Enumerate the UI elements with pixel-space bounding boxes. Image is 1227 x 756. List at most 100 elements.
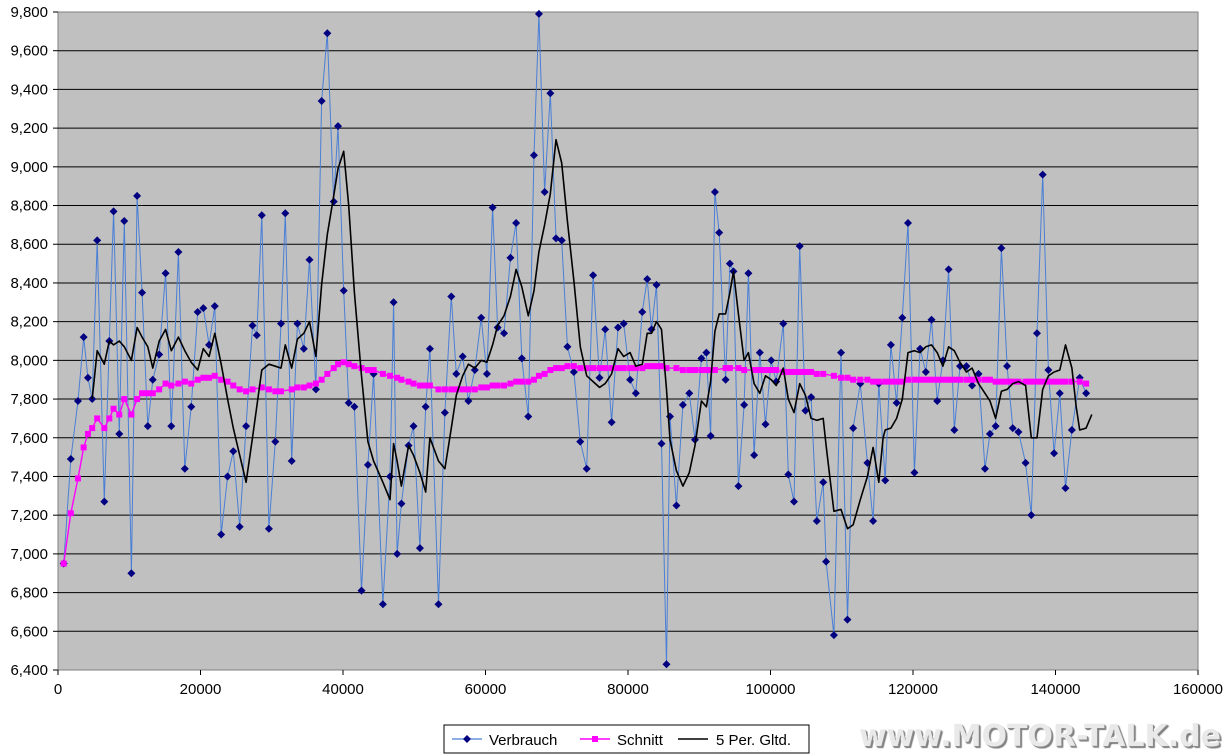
data-point-schnitt: [67, 510, 74, 517]
y-tick-label: 6,600: [10, 623, 48, 640]
data-point-verbrauch: [843, 615, 852, 624]
data-point-verbrauch: [1032, 329, 1041, 338]
data-point-schnitt: [416, 382, 423, 389]
data-point-schnitt: [249, 386, 256, 393]
data-point-schnitt: [288, 386, 295, 393]
data-point-verbrauch: [569, 367, 578, 376]
data-point-schnitt: [507, 380, 514, 387]
data-point-schnitt: [751, 367, 758, 374]
data-point-verbrauch: [767, 356, 776, 365]
data-point-verbrauch: [795, 242, 804, 251]
data-point-schnitt: [992, 378, 999, 385]
data-point-verbrauch: [235, 522, 244, 531]
watermark-logo: www.MOTOR-TALK.de: [858, 719, 1221, 754]
data-point-schnitt: [1045, 378, 1052, 385]
legend-verbrauch-diamond-icon: [463, 735, 471, 743]
data-point-schnitt: [236, 386, 243, 393]
data-point-verbrauch: [363, 460, 372, 469]
y-tick-label: 7,400: [10, 468, 48, 485]
data-point-verbrauch: [524, 412, 533, 421]
data-point-schnitt: [80, 444, 87, 451]
data-point-verbrauch: [199, 304, 208, 313]
y-tick-label: 7,800: [10, 391, 48, 408]
data-point-verbrauch: [66, 455, 75, 464]
series-verbrauch: [59, 9, 1091, 669]
data-point-verbrauch: [750, 451, 759, 460]
data-point-schnitt: [735, 365, 742, 372]
data-point-schnitt: [653, 363, 660, 370]
data-point-verbrauch: [652, 280, 661, 289]
data-point-verbrauch: [161, 269, 170, 278]
data-point-schnitt: [258, 384, 265, 391]
y-tick-label: 9,600: [10, 43, 48, 60]
data-point-verbrauch: [721, 375, 730, 384]
data-point-verbrauch: [323, 29, 332, 38]
y-tick-label: 8,000: [10, 352, 48, 369]
data-point-verbrauch: [678, 400, 687, 409]
data-point-schnitt: [882, 378, 889, 385]
data-point-schnitt: [335, 361, 342, 368]
data-point-verbrauch: [601, 325, 610, 334]
y-tick-label: 6,400: [10, 662, 48, 679]
data-point-schnitt: [608, 365, 615, 372]
y-tick-label: 7,200: [10, 507, 48, 524]
data-point-verbrauch: [79, 333, 88, 342]
data-point-verbrauch: [217, 530, 226, 539]
data-point-verbrauch: [933, 396, 942, 405]
data-point-schnitt: [513, 378, 520, 385]
data-point-schnitt: [875, 378, 882, 385]
legend-item-verbrauch: Verbrauch: [452, 732, 557, 749]
data-point-schnitt: [272, 388, 279, 395]
data-point-schnitt: [206, 374, 213, 381]
data-point-schnitt: [168, 382, 175, 389]
data-point-verbrauch: [252, 331, 261, 340]
data-point-schnitt: [1068, 378, 1075, 385]
data-point-verbrauch: [257, 211, 266, 220]
data-point-schnitt: [441, 386, 448, 393]
data-point-verbrauch: [210, 302, 219, 311]
y-tick-label: 9,400: [10, 81, 48, 98]
data-point-verbrauch: [657, 439, 666, 448]
data-point-schnitt: [934, 376, 941, 383]
data-point-verbrauch: [425, 344, 434, 353]
data-point-schnitt: [553, 365, 560, 372]
legend-item-schnitt: Schnitt: [580, 732, 664, 749]
data-point-verbrauch: [534, 9, 543, 18]
data-point-schnitt: [870, 378, 877, 385]
data-point-verbrauch: [706, 431, 715, 440]
data-point-schnitt: [300, 384, 307, 391]
data-point-verbrauch: [458, 352, 467, 361]
data-point-schnitt: [410, 380, 417, 387]
data-point-verbrauch: [1044, 366, 1053, 375]
x-tick-label: 20000: [180, 681, 222, 698]
y-axis: 6,400 6,600 6,800 7,000 7,200 7,400 7,600 7,800…: [10, 4, 58, 679]
data-point-schnitt: [306, 382, 313, 389]
data-point-schnitt: [200, 374, 207, 381]
data-point-schnitt: [324, 370, 331, 377]
data-point-schnitt: [928, 376, 935, 383]
data-point-verbrauch: [904, 218, 913, 227]
data-point-verbrauch: [305, 255, 314, 264]
data-point-schnitt: [632, 365, 639, 372]
y-tick-label: 8,200: [10, 314, 48, 331]
data-point-schnitt: [94, 415, 101, 422]
data-point-verbrauch: [643, 275, 652, 284]
data-point-verbrauch: [277, 319, 286, 328]
data-point-verbrauch: [482, 369, 491, 378]
data-point-schnitt: [957, 376, 964, 383]
data-point-schnitt: [986, 376, 993, 383]
data-point-schnitt: [330, 365, 337, 372]
data-point-verbrauch: [812, 516, 821, 525]
data-point-schnitt: [149, 390, 156, 397]
data-point-verbrauch: [271, 437, 280, 446]
data-point-schnitt: [951, 376, 958, 383]
data-point-schnitt: [211, 372, 218, 379]
legend-item-5-per-gltd: 5 Per. Gltd.: [678, 732, 791, 749]
data-point-verbrauch: [1061, 484, 1070, 493]
data-point-verbrauch: [477, 313, 486, 322]
data-point-schnitt: [535, 372, 542, 379]
y-tick-label: 8,600: [10, 236, 48, 253]
data-point-verbrauch: [452, 369, 461, 378]
data-point-verbrauch: [715, 228, 724, 237]
data-point-verbrauch: [546, 89, 555, 98]
